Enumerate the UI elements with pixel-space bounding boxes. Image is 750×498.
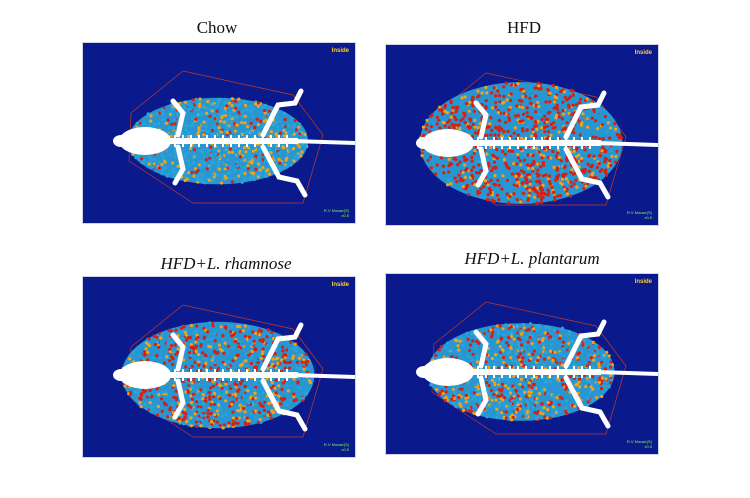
- panel-title-hfd: HFD: [506, 18, 541, 37]
- inside-label: Inside: [331, 282, 349, 288]
- mouse-ct-image: [113, 70, 355, 204]
- panel-title-rhamnose: HFD+L. rhamnose: [160, 254, 292, 273]
- scale-label: R.V Mouse(S) x0.5: [323, 442, 349, 452]
- ct-scan-panel-hfd: Inside R.V Mouse(S) x0.5: [385, 44, 659, 226]
- panel-title-plantarum: HFD+L. plantarum: [464, 249, 600, 268]
- scale-label: R.V Mouse(S) x0.5: [626, 210, 652, 220]
- mouse-ct-image: [113, 304, 355, 438]
- panel-title-chow: Chow: [196, 18, 238, 37]
- inside-label: Inside: [634, 279, 652, 285]
- mouse-ct-image: [416, 301, 658, 435]
- ct-scan-panel-rhamnose: Inside R.V Mouse(S) x0.5: [82, 276, 356, 458]
- scale-label: R.V Mouse(S) x0.5: [626, 439, 652, 449]
- mouse-ct-image: [416, 72, 658, 206]
- ct-scan-panel-plantarum: Inside R.V Mouse(S) x0.5: [385, 273, 659, 455]
- scale-label: R.V Mouse(S) x0.5: [323, 208, 349, 218]
- inside-label: Inside: [634, 50, 652, 56]
- ct-scan-panel-chow: Inside R.V Mouse(S) x0.5: [82, 42, 356, 224]
- inside-label: Inside: [331, 48, 349, 54]
